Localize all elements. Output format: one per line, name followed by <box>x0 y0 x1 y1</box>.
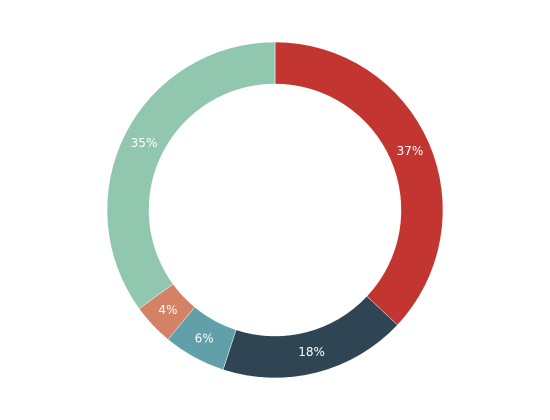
donut-slice <box>274 41 444 326</box>
slice-label: 6% <box>195 331 214 345</box>
slice-label: 37% <box>397 144 424 158</box>
slice-label: 4% <box>158 303 177 317</box>
donut-slice <box>106 41 276 310</box>
slice-label: 35% <box>131 136 158 150</box>
donut-slice <box>222 295 398 379</box>
slice-label: 18% <box>298 345 325 359</box>
